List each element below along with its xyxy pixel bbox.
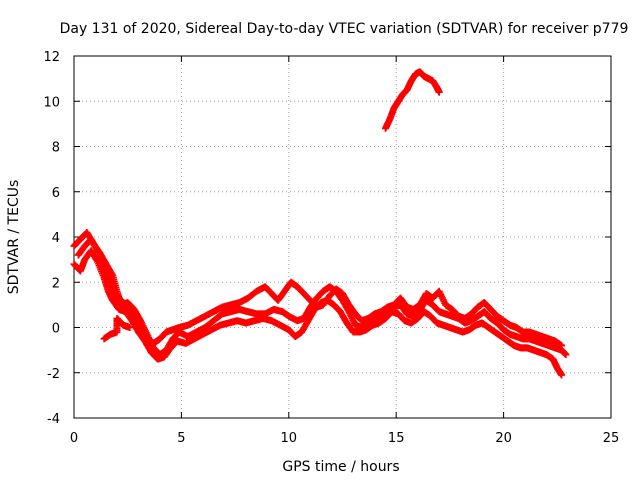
y-axis-label: SDTVAR / TECUs	[6, 180, 22, 295]
y-tick-label: 12	[43, 50, 60, 65]
series-trace-d	[100, 314, 134, 343]
x-tick-label: 0	[70, 431, 78, 446]
y-tick-label: 6	[52, 186, 60, 201]
data-point	[558, 342, 566, 350]
grid-lines	[74, 56, 611, 418]
data-point	[93, 245, 101, 253]
y-tick-label: -4	[47, 412, 60, 427]
y-tick-label: 0	[52, 322, 60, 337]
chart-title: Day 131 of 2020, Sidereal Day-to-day VTE…	[60, 21, 629, 37]
x-tick-label: 15	[388, 431, 405, 446]
y-tick-label: 2	[52, 276, 60, 291]
x-tick-label: 20	[495, 431, 512, 446]
series-trace-c	[74, 235, 566, 350]
x-tick-label: 5	[177, 431, 185, 446]
data-point	[558, 371, 566, 379]
x-axis-label: GPS time / hours	[282, 459, 399, 475]
axis-ticks	[73, 55, 612, 419]
x-tick-label: 25	[603, 431, 620, 446]
data-point	[562, 351, 570, 359]
y-tick-label: 10	[43, 95, 60, 110]
series-trace-e	[381, 68, 443, 132]
y-tick-label: 8	[52, 141, 60, 156]
y-tick-label: 4	[52, 231, 60, 246]
y-tick-label: -2	[47, 367, 60, 382]
data-point	[126, 324, 134, 331]
x-tick-label: 10	[281, 431, 298, 446]
data-points	[70, 68, 570, 379]
x-tick-labels: 0 5 10 15 20 25	[70, 431, 619, 446]
data-point	[435, 88, 443, 96]
y-tick-labels: -4 -2 0 2 4 6 8 10 12	[43, 50, 60, 427]
